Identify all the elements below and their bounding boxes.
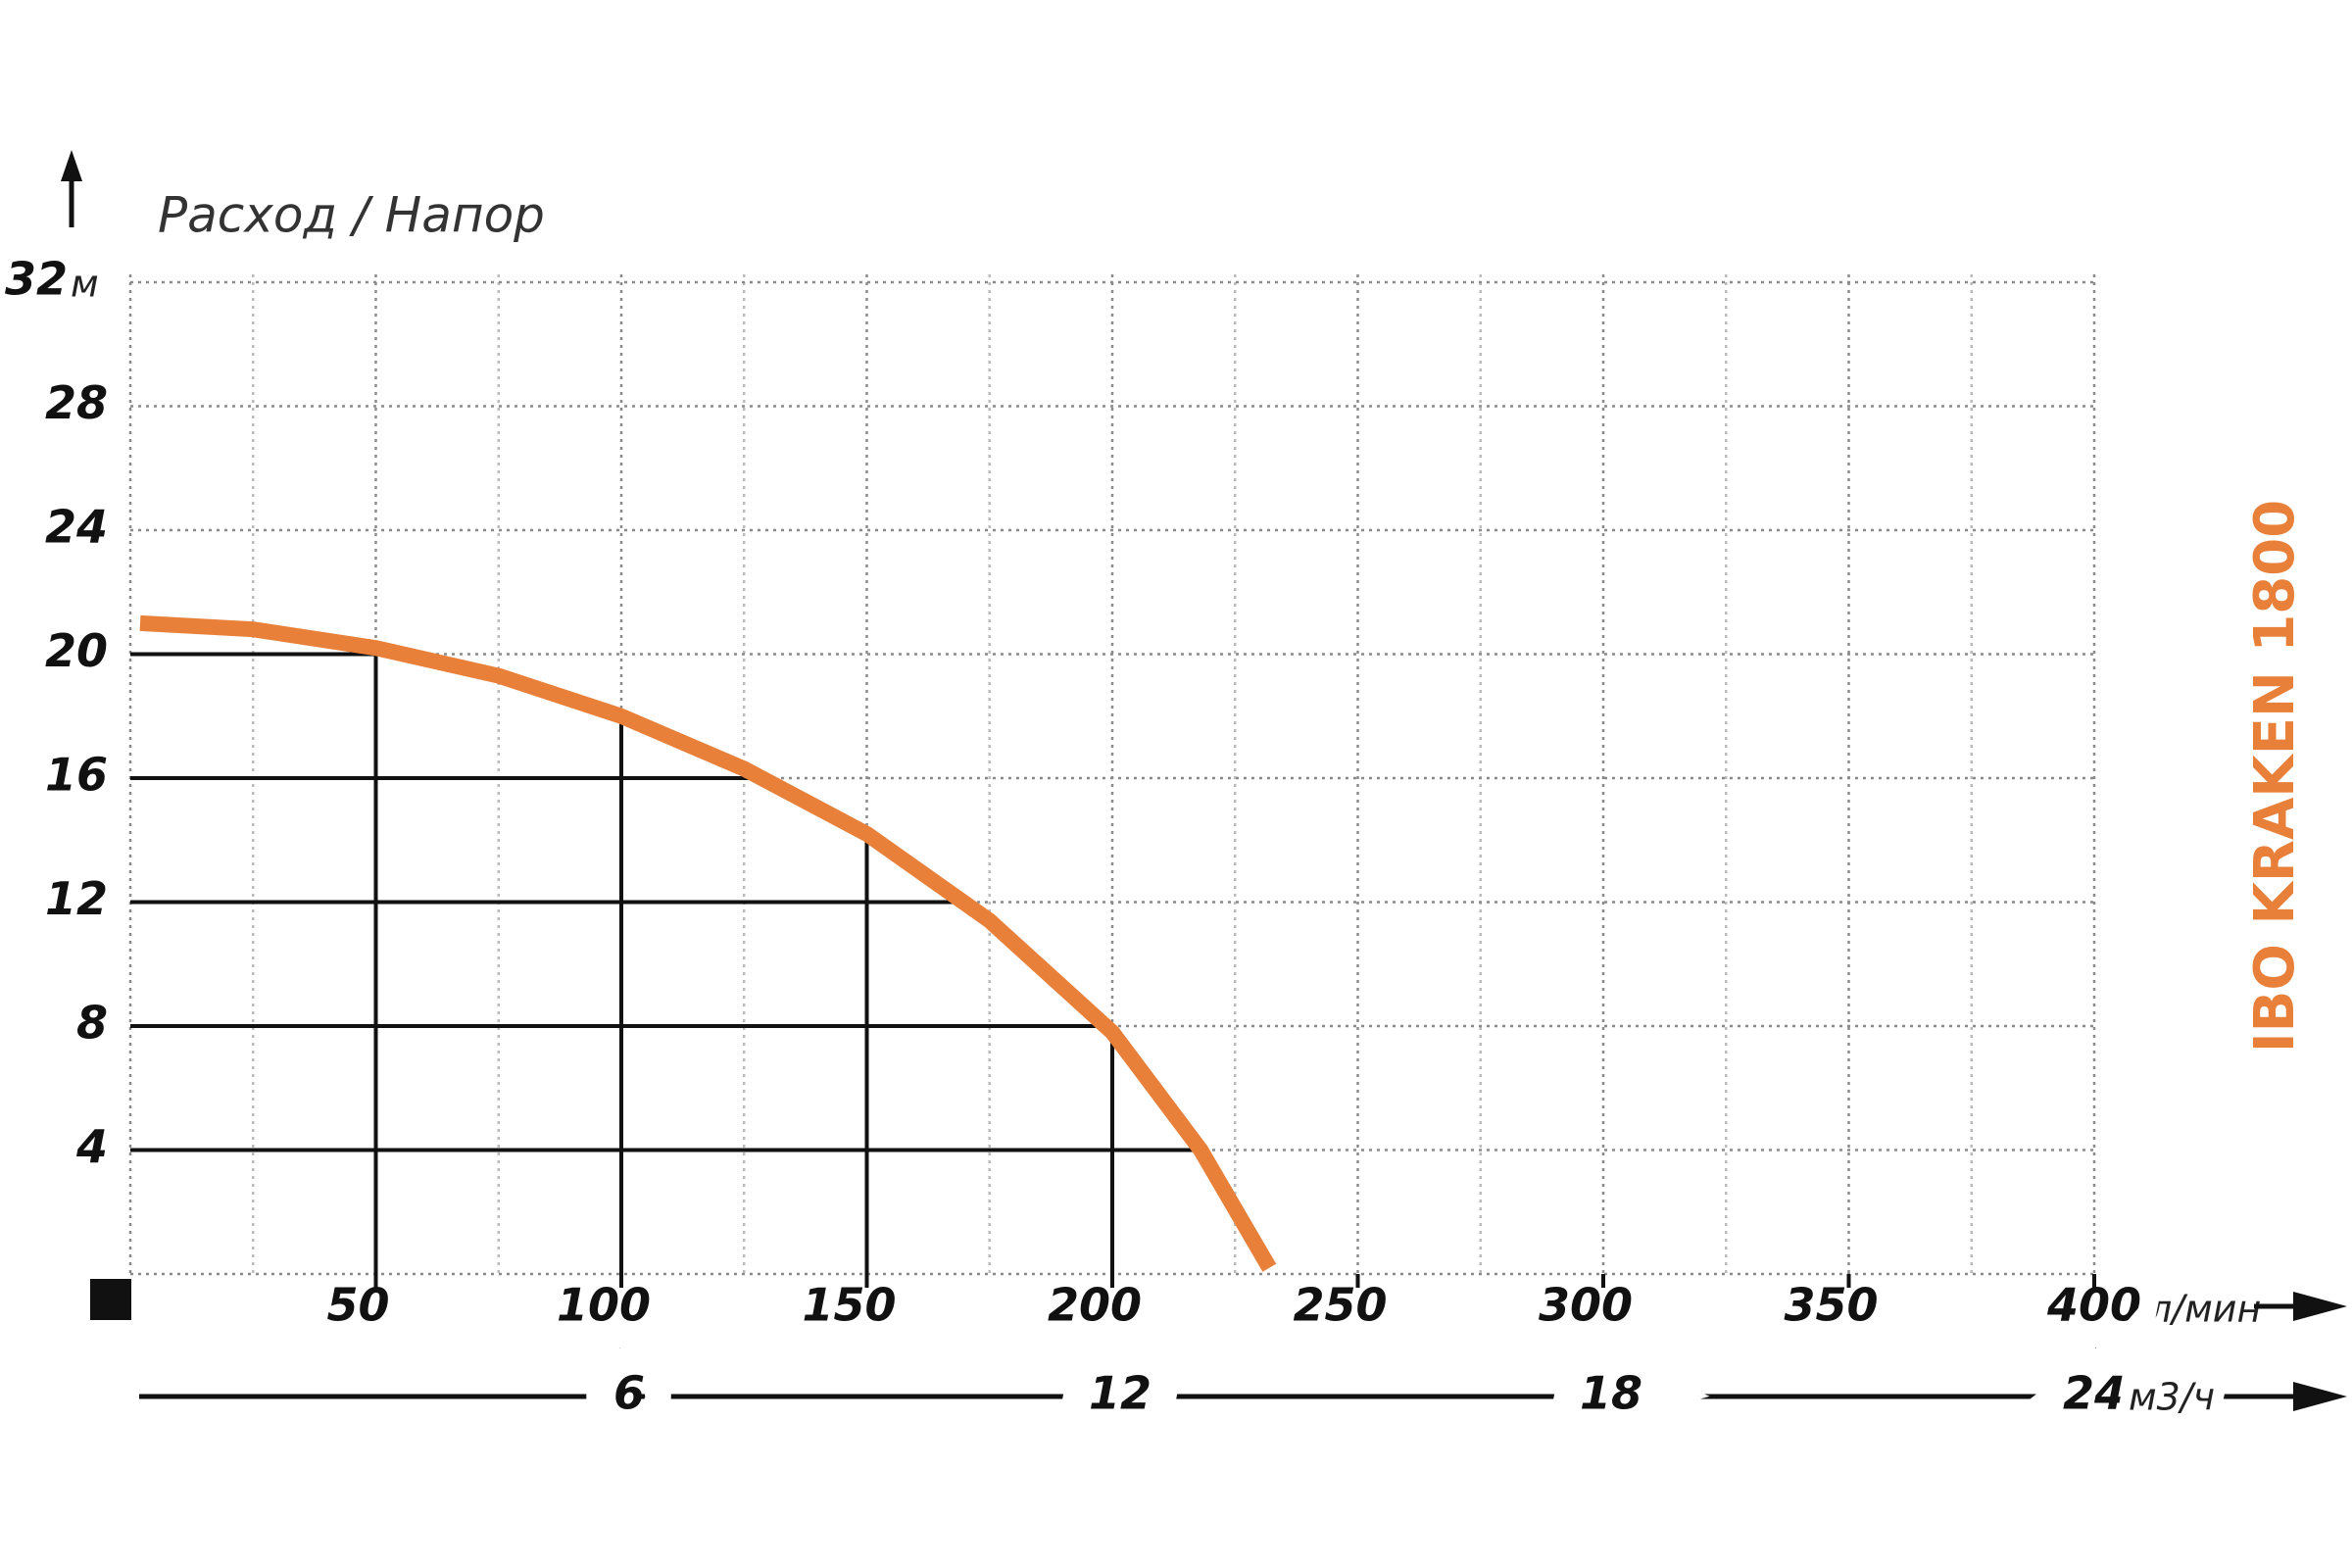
x2-tick-label: 6 [613, 1367, 645, 1420]
origin-square [90, 1279, 131, 1320]
x-arrow-head [2293, 1292, 2347, 1321]
axis-title: Расход / Напор [158, 187, 545, 244]
x-tick-label: 150 [802, 1279, 896, 1332]
x-tick-label: 400 [2046, 1279, 2141, 1332]
x2-tick-label: 12 [1089, 1367, 1152, 1420]
x-tick-label: 50 [326, 1279, 389, 1332]
y-unit: м [71, 263, 99, 306]
y-tick-label: 8 [76, 997, 108, 1050]
x-unit: л/мин [2147, 1288, 2261, 1331]
x2-tick-label: 24 [2063, 1367, 2126, 1420]
reference-lines [130, 648, 1201, 1274]
x-tick-label: 300 [1539, 1279, 1633, 1332]
chart-title: IBO KRAKEN 1800 [2243, 500, 2307, 1053]
y-tick-label: 16 [45, 749, 108, 802]
x-tick-label: 350 [1784, 1279, 1878, 1332]
x2-tick-label: 18 [1580, 1367, 1642, 1420]
y-tick-label: 20 [45, 624, 108, 677]
x-tick-label: 250 [1293, 1279, 1387, 1332]
x-tick-label: 100 [557, 1279, 651, 1332]
y-arrow-head [61, 150, 82, 181]
y-tick-label: 12 [45, 872, 108, 925]
curve [139, 614, 1277, 1272]
x2-unit: м3/ч [2129, 1376, 2215, 1419]
y-tick-label: 4 [75, 1120, 108, 1173]
y-tick-label: 24 [45, 501, 108, 554]
y-tick-label: 28 [45, 376, 108, 429]
y-tick-label: 32 [5, 253, 68, 306]
x-tick-label: 200 [1048, 1279, 1142, 1332]
x2-arrow-head [2293, 1382, 2347, 1411]
